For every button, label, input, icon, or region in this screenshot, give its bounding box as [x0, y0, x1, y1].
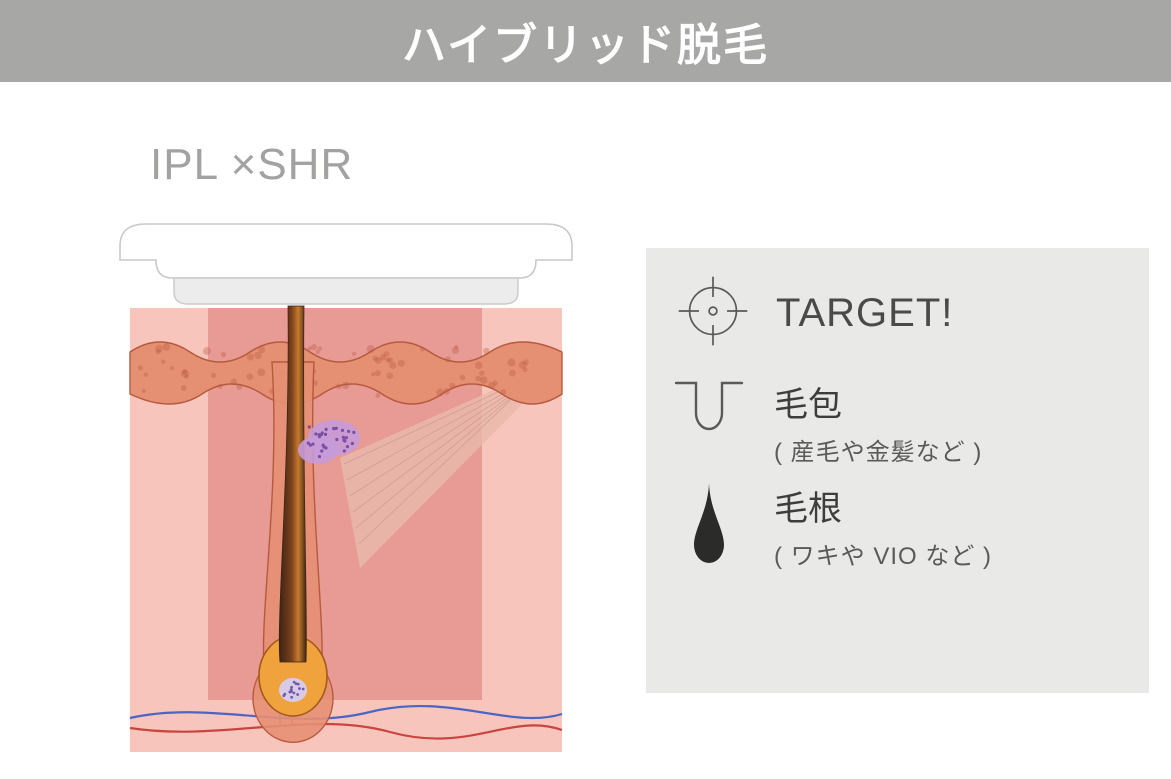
- skin-diagram: [116, 220, 576, 760]
- skin-diagram-svg: [116, 220, 576, 760]
- follicle-icon: [674, 377, 744, 455]
- target-item-follicle: 毛包 ( 産毛や金髪など ): [674, 377, 1121, 467]
- title-bar: ハイブリッド脱毛: [0, 0, 1171, 82]
- root-icon: [674, 481, 744, 567]
- target-item-main: 毛包: [774, 377, 982, 426]
- tech-label: IPL ×SHR: [150, 140, 353, 190]
- target-header: TARGET!: [674, 272, 1121, 355]
- target-panel: TARGET! 毛包 ( 産毛や金髪など ) 毛根 ( ワキや VIO など ): [646, 248, 1149, 693]
- title-text: ハイブリッド脱毛: [402, 9, 769, 73]
- target-icon: [674, 272, 752, 355]
- target-item-sub: ( 産毛や金髪など ): [774, 432, 982, 467]
- target-item-root: 毛根 ( ワキや VIO など ): [674, 481, 1121, 571]
- infographic-canvas: ハイブリッド脱毛 IPL ×SHR TARGET! 毛包 (: [0, 0, 1171, 779]
- target-item-sub: ( ワキや VIO など ): [774, 536, 992, 571]
- target-item-main: 毛根: [774, 481, 992, 530]
- target-label: TARGET!: [776, 291, 953, 336]
- crosshair-icon: [674, 272, 752, 350]
